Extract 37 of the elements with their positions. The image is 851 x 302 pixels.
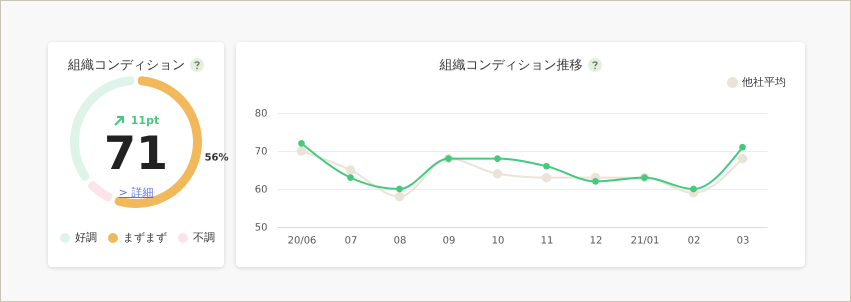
x-tick-label: 21/01 <box>630 236 660 246</box>
point <box>542 172 552 182</box>
point <box>492 169 502 179</box>
point <box>739 144 746 151</box>
point <box>296 146 306 156</box>
x-tick-label: 08 <box>394 236 406 246</box>
text: 11pt <box>130 114 160 127</box>
x-tick-label: 02 <box>688 236 700 246</box>
legend-label: 好調 <box>75 231 97 244</box>
legend-label: まずまず <box>123 231 167 244</box>
x-tick-label: 20/06 <box>288 236 316 246</box>
chart-title: 組織コンディション <box>68 58 185 73</box>
y-tick-label: 60 <box>254 184 268 196</box>
point <box>690 186 697 192</box>
text: > 詳細 <box>118 186 154 199</box>
x-tick-label: 12 <box>590 236 602 246</box>
x-tick-label: 03 <box>736 236 750 246</box>
y-tick-label: 70 <box>254 146 268 158</box>
legend-label: 不調 <box>193 231 215 244</box>
point <box>494 155 501 162</box>
point <box>394 192 404 202</box>
point <box>347 174 354 181</box>
point <box>543 162 550 170</box>
text: 71 <box>104 126 168 180</box>
point <box>738 154 748 164</box>
x-tick-label: 11 <box>540 236 554 246</box>
chart-title: 組織コンディション推移 <box>440 58 582 73</box>
point <box>592 178 599 185</box>
x-tick-label: 10 <box>492 236 504 246</box>
x-tick-label: 07 <box>344 236 358 246</box>
point <box>396 186 403 192</box>
data-label: 56% <box>204 152 229 164</box>
y-tick-label: 80 <box>254 108 268 120</box>
y-tick-label: 50 <box>254 222 268 234</box>
point <box>298 140 305 147</box>
point <box>346 165 356 175</box>
x-tick-label: 09 <box>442 236 456 246</box>
